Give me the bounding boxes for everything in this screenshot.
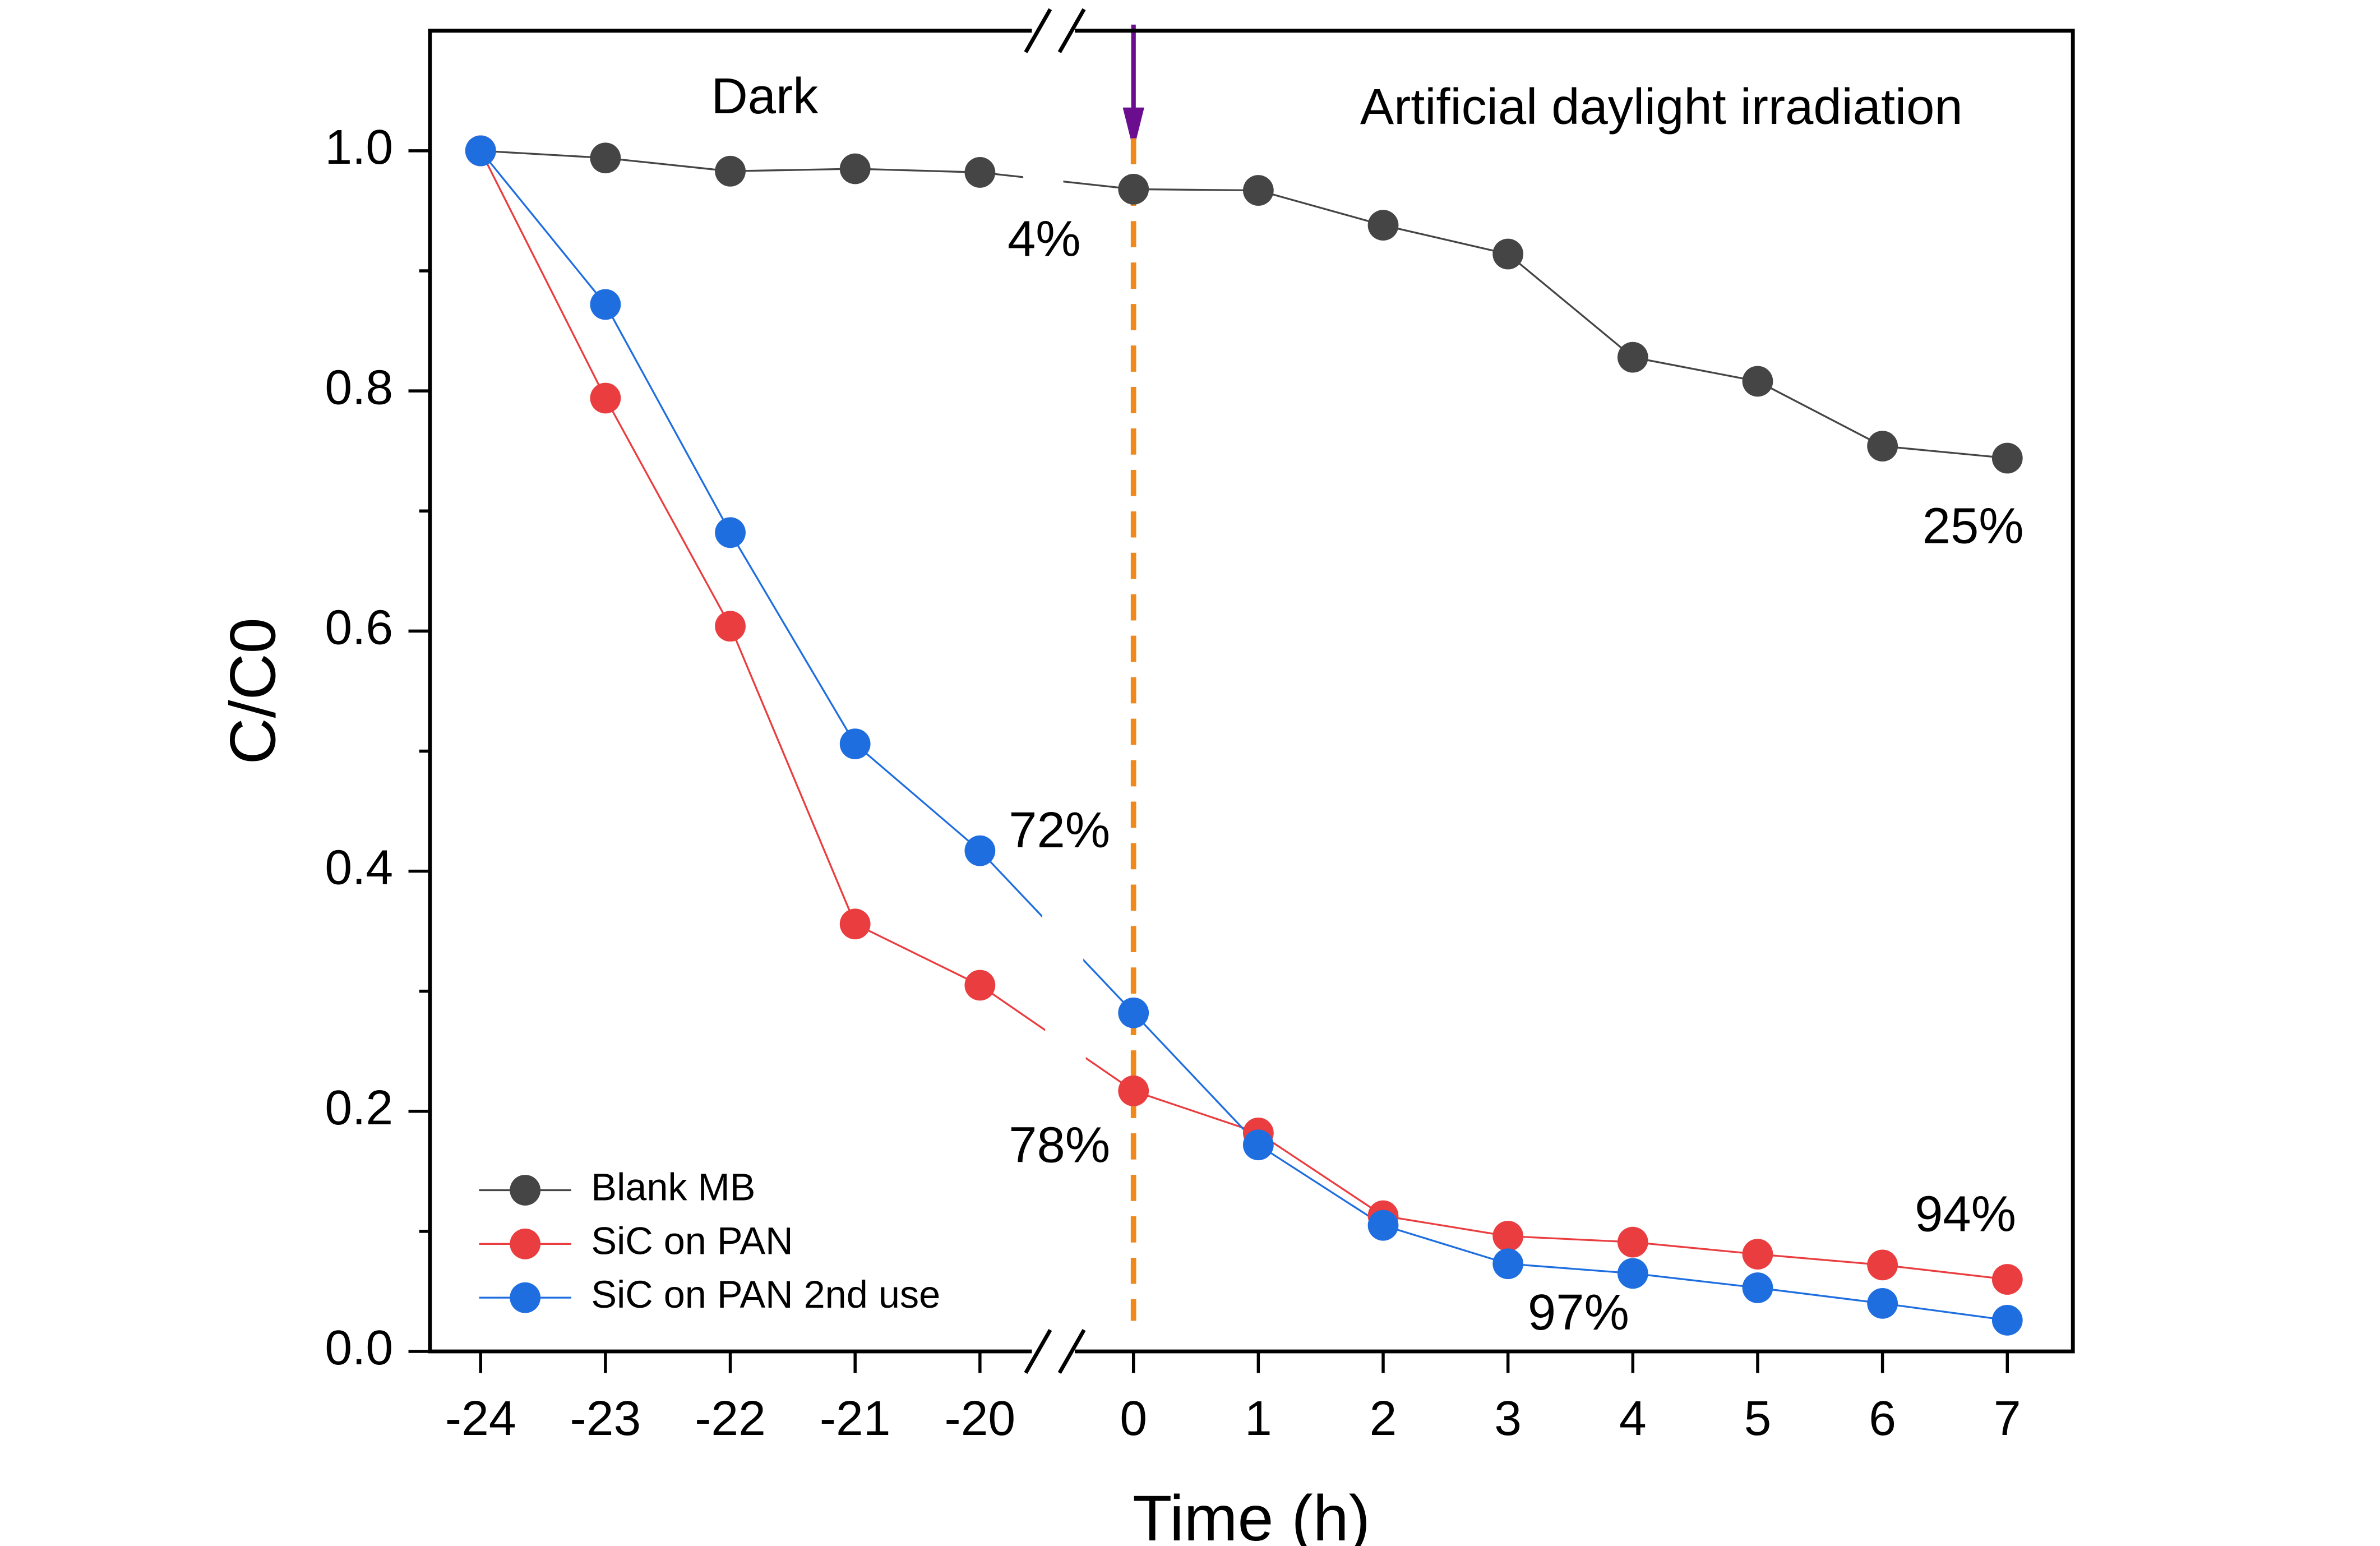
marker <box>590 382 621 414</box>
marker <box>1367 210 1399 241</box>
axis-break-mark <box>1057 8 1086 53</box>
marker <box>964 970 996 1001</box>
annotation: 25% <box>1923 498 2024 555</box>
x-tick-label: 6 <box>1869 1391 1896 1446</box>
y-tick-label: 0.4 <box>325 840 393 895</box>
marker <box>465 135 496 167</box>
marker <box>1867 1287 1898 1319</box>
marker <box>1742 366 1773 397</box>
marker <box>1742 1239 1773 1270</box>
marker <box>1991 1264 2023 1295</box>
x-tick-label: 2 <box>1370 1391 1397 1446</box>
marker <box>590 289 621 320</box>
marker <box>715 517 746 548</box>
annotation: 78% <box>1009 1116 1110 1173</box>
x-tick-label: 4 <box>1619 1391 1647 1446</box>
annotation: Dark <box>711 68 819 124</box>
marker <box>1118 997 1149 1028</box>
x-tick-label: 7 <box>1994 1391 2021 1446</box>
legend-label: Blank MB <box>591 1166 755 1209</box>
legend-marker <box>510 1228 541 1259</box>
y-tick-label: 0.6 <box>325 599 393 654</box>
legend-label: SiC on PAN 2nd use <box>591 1273 940 1316</box>
marker <box>1867 1249 1898 1281</box>
marker <box>590 142 621 174</box>
annotation: 94% <box>1915 1186 2016 1243</box>
marker <box>839 908 871 940</box>
marker <box>1367 1210 1399 1241</box>
x-tick-label: 1 <box>1245 1391 1272 1446</box>
y-tick-label: 0.0 <box>325 1320 393 1375</box>
marker <box>1242 175 1274 206</box>
marker <box>1617 1258 1648 1289</box>
axis-frame <box>428 29 2075 1354</box>
axis-break-band <box>1019 34 1093 1349</box>
y-tick-label: 0.2 <box>325 1080 393 1135</box>
axis-break-mark <box>1024 8 1052 53</box>
annotation: 72% <box>1009 802 1110 859</box>
axis-break-mark <box>1024 1328 1052 1374</box>
annotation: 4% <box>1008 211 1081 267</box>
marker <box>1492 1221 1524 1252</box>
y-axis-title: C/C0 <box>218 617 289 764</box>
marker <box>1867 431 1898 462</box>
marker <box>839 728 871 759</box>
y-tick-label: 1.0 <box>325 119 393 174</box>
legend-marker <box>510 1282 541 1313</box>
marker <box>1118 174 1149 205</box>
x-tick-label: 3 <box>1494 1391 1522 1446</box>
marker <box>715 611 746 642</box>
marker <box>1118 1076 1149 1106</box>
x-axis-title: Time (h) <box>1133 1483 1370 1546</box>
axis-break-mark <box>1057 1328 1086 1374</box>
x-tick-label: -24 <box>445 1391 516 1446</box>
marker <box>1991 442 2023 474</box>
marker <box>1617 341 1648 373</box>
x-tick-label: 5 <box>1744 1391 1772 1446</box>
marker <box>1617 1226 1648 1258</box>
x-tick-label: -23 <box>570 1391 641 1446</box>
event-arrow-head <box>1122 107 1144 151</box>
marker <box>1492 1248 1524 1280</box>
x-tick-label: 0 <box>1120 1391 1147 1446</box>
y-tick-label: 0.8 <box>325 359 393 414</box>
marker <box>1492 238 1524 270</box>
x-tick-label: -22 <box>695 1391 766 1446</box>
marker <box>839 153 871 184</box>
x-tick-label: -21 <box>820 1391 891 1446</box>
marker <box>964 157 996 188</box>
annotation: 97% <box>1528 1284 1629 1341</box>
marker <box>964 835 996 866</box>
legend-label: SiC on PAN <box>591 1219 793 1262</box>
marker <box>715 155 746 187</box>
marker <box>1742 1272 1773 1303</box>
annotation: Artificial daylight irradiation <box>1360 79 1963 135</box>
legend-marker <box>510 1175 541 1206</box>
marker <box>1991 1304 2023 1336</box>
marker <box>1242 1129 1274 1161</box>
x-tick-label: -20 <box>945 1391 1016 1446</box>
